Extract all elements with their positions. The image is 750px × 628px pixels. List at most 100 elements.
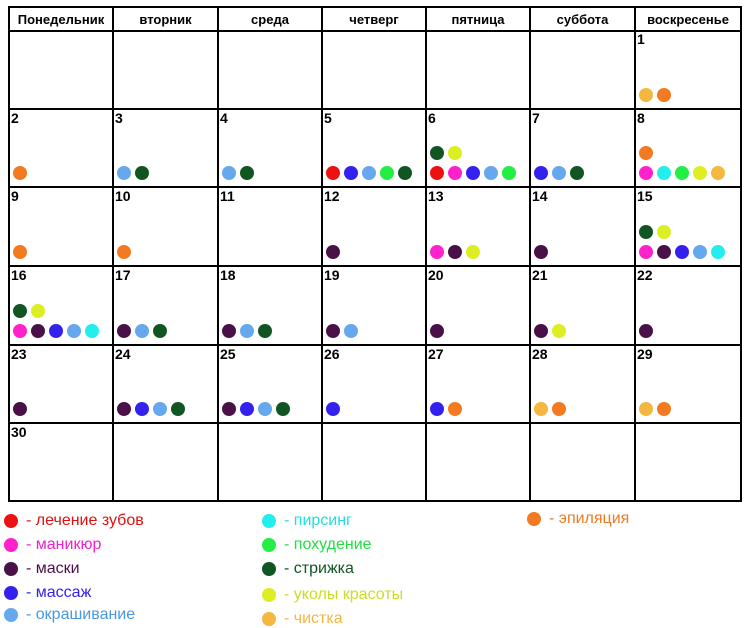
calendar-cell[interactable]: 8	[636, 110, 740, 188]
legend-item-massage: - массаж	[4, 584, 91, 602]
calendar-cell[interactable]	[10, 31, 114, 110]
calendar-cell[interactable]: 17	[114, 267, 219, 346]
service-dot-haircut	[430, 146, 444, 160]
service-dot-massage	[135, 402, 149, 416]
legend-dot-cleansing	[262, 612, 276, 626]
service-dot-haircut	[276, 402, 290, 416]
service-dot-massage	[240, 402, 254, 416]
service-dot-massage	[49, 324, 63, 338]
legend-label: - лечение зубов	[26, 512, 144, 529]
legend-dot-beautyshots	[262, 588, 276, 602]
day-number: 13	[428, 188, 444, 204]
calendar-cell[interactable]	[531, 424, 636, 500]
calendar-cell[interactable]	[219, 31, 323, 110]
calendar-cell[interactable]: 14	[531, 188, 636, 267]
calendar-cell[interactable]: 28	[531, 346, 636, 424]
calendar-cell[interactable]: 13	[427, 188, 531, 267]
calendar-cell[interactable]	[114, 31, 219, 110]
calendar-cell[interactable]: 15	[636, 188, 740, 267]
day-number: 22	[637, 267, 653, 283]
service-dot-weightloss	[502, 166, 516, 180]
calendar-cell[interactable]	[636, 424, 740, 500]
legend-dot-weightloss	[262, 538, 276, 552]
service-dot-epilation	[13, 245, 27, 259]
service-dot-coloring	[552, 166, 566, 180]
day-number: 19	[324, 267, 340, 283]
service-dot-coloring	[135, 324, 149, 338]
legend-label: - маски	[26, 560, 80, 577]
calendar-cell[interactable]: 26	[323, 346, 427, 424]
service-dot-manicure	[13, 324, 27, 338]
calendar-cell[interactable]: 7	[531, 110, 636, 188]
calendar-cell[interactable]: 29	[636, 346, 740, 424]
calendar-cell[interactable]: 23	[10, 346, 114, 424]
day-number: 29	[637, 346, 653, 362]
calendar-cell[interactable]: 22	[636, 267, 740, 346]
calendar-cell[interactable]: 2	[10, 110, 114, 188]
calendar-cell[interactable]: 16	[10, 267, 114, 346]
day-number: 25	[220, 346, 236, 362]
calendar-cell[interactable]: 30	[10, 424, 114, 500]
day-number: 4	[220, 110, 228, 126]
day-number: 12	[324, 188, 340, 204]
service-dot-teeth	[326, 166, 340, 180]
day-number: 20	[428, 267, 444, 283]
calendar-cell[interactable]: 25	[219, 346, 323, 424]
calendar-cell[interactable]: 6	[427, 110, 531, 188]
legend-item-piercing: - пирсинг	[262, 512, 352, 530]
legend-dot-coloring	[4, 608, 18, 622]
legend-label: - эпиляция	[549, 510, 630, 527]
calendar-cell[interactable]: 4	[219, 110, 323, 188]
service-dot-epilation	[117, 245, 131, 259]
service-dot-weightloss	[380, 166, 394, 180]
weekday-header: Понедельник	[10, 8, 114, 32]
calendar-cell[interactable]: 18	[219, 267, 323, 346]
calendar-cell[interactable]	[114, 424, 219, 500]
legend-item-teeth: - лечение зубов	[4, 512, 144, 530]
calendar-cell[interactable]	[427, 31, 531, 110]
calendar-cell[interactable]: 3	[114, 110, 219, 188]
day-number: 28	[532, 346, 548, 362]
calendar-cell[interactable]	[323, 31, 427, 110]
calendar-cell[interactable]: 19	[323, 267, 427, 346]
calendar-cell[interactable]: 1	[636, 31, 740, 110]
legend-dot-manicure	[4, 538, 18, 552]
legend-item-cleansing: - чистка	[262, 610, 343, 628]
legend-label: - стрижка	[284, 560, 354, 577]
calendar-cell[interactable]: 10	[114, 188, 219, 267]
legend-label: - маникюр	[26, 536, 102, 553]
calendar-cell[interactable]: 9	[10, 188, 114, 267]
service-dot-massage	[675, 245, 689, 259]
calendar-cell[interactable]: 21	[531, 267, 636, 346]
service-dot-haircut	[570, 166, 584, 180]
service-dot-haircut	[240, 166, 254, 180]
calendar-cell[interactable]: 27	[427, 346, 531, 424]
calendar-cell[interactable]: 20	[427, 267, 531, 346]
calendar-cell[interactable]: 11	[219, 188, 323, 267]
service-dot-epilation	[448, 402, 462, 416]
calendar-cell[interactable]	[323, 424, 427, 500]
service-dot-massage	[466, 166, 480, 180]
calendar-cell[interactable]	[427, 424, 531, 500]
service-dot-masks	[639, 324, 653, 338]
calendar-cell[interactable]: 12	[323, 188, 427, 267]
service-dot-coloring	[153, 402, 167, 416]
calendar-cell[interactable]: 24	[114, 346, 219, 424]
calendar-cell[interactable]	[219, 424, 323, 500]
day-number: 26	[324, 346, 340, 362]
day-number: 18	[220, 267, 236, 283]
day-number: 6	[428, 110, 436, 126]
weekday-header: четверг	[323, 8, 427, 32]
calendar-cell[interactable]: 5	[323, 110, 427, 188]
calendar-grid: Понедельник вторник среда четверг пятница суб…	[8, 6, 742, 502]
day-number: 16	[11, 267, 27, 283]
day-number: 23	[11, 346, 27, 362]
legend-dot-piercing	[262, 514, 276, 528]
legend-label: - массаж	[26, 584, 92, 601]
service-dot-teeth	[430, 166, 444, 180]
service-dot-masks	[326, 245, 340, 259]
weekday-header: воскресенье	[636, 8, 740, 32]
service-dot-epilation	[13, 166, 27, 180]
calendar-cell[interactable]	[531, 31, 636, 110]
service-dot-masks	[534, 324, 548, 338]
